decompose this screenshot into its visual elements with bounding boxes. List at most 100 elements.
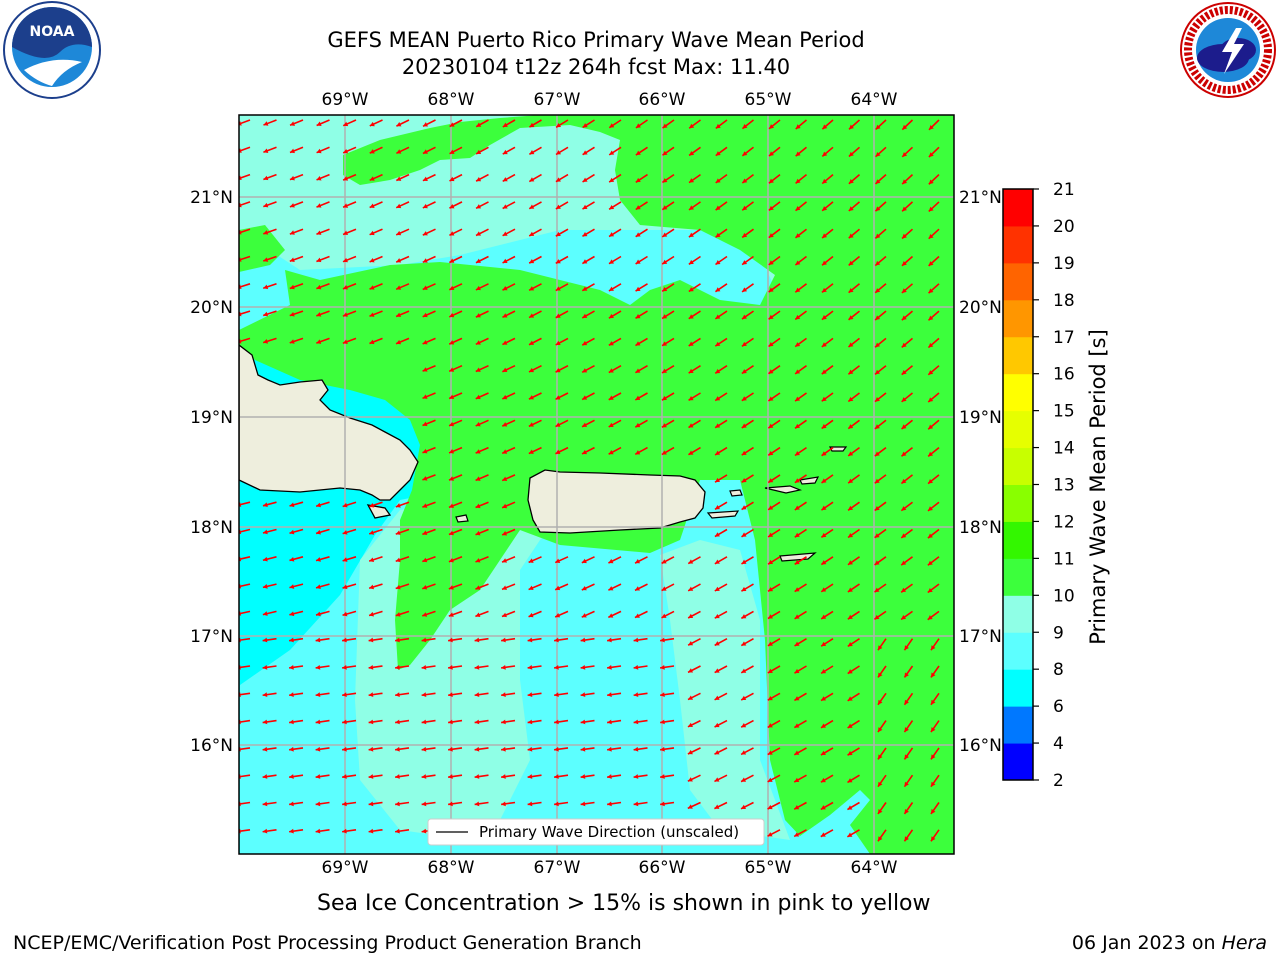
- wave-arrow: [661, 583, 675, 592]
- map-legend: Primary Wave Direction (unscaled): [427, 818, 765, 846]
- wave-arrow: [421, 637, 436, 643]
- land-virgin-islands: [764, 485, 803, 494]
- wave-arrow: [368, 746, 383, 752]
- lat-label-left: 19°N: [190, 408, 233, 428]
- wave-arrow: [660, 774, 675, 779]
- wave-arrow: [608, 119, 622, 129]
- wave-arrow: [874, 610, 887, 620]
- land-vieques: [706, 510, 740, 519]
- wave-arrow: [342, 501, 357, 508]
- wave-arrow: [687, 583, 701, 592]
- wave-arrow: [368, 692, 383, 698]
- wave-arrow: [315, 692, 330, 698]
- wave-arrow: [661, 283, 675, 292]
- lat-label-left: 20°N: [190, 298, 233, 318]
- wave-arrow: [527, 774, 542, 779]
- wave-arrow: [820, 665, 834, 675]
- wave-arrow: [262, 337, 277, 344]
- wave-arrow: [847, 556, 860, 566]
- wave-arrow: [315, 801, 330, 807]
- wave-arrow: [262, 746, 277, 752]
- wave-arrow: [740, 719, 754, 728]
- wave-arrow: [714, 719, 728, 728]
- lat-label-right: 16°N: [959, 736, 1002, 756]
- wave-arrow: [342, 692, 357, 698]
- wave-arrow: [820, 583, 834, 593]
- wave-arrow: [634, 446, 648, 456]
- wave-arrow: [635, 201, 648, 211]
- colorbar-segment: [1003, 336, 1033, 375]
- lat-labels-left: 21°N 20°N 19°N 18°N 17°N 16°N: [190, 188, 233, 756]
- wave-arrow: [847, 610, 860, 620]
- wave-arrow: [316, 310, 330, 317]
- wave-arrow: [740, 692, 754, 701]
- wave-arrow: [767, 774, 781, 783]
- wave-arrow: [741, 446, 754, 456]
- wave-arrow: [448, 337, 463, 345]
- wave-arrow: [342, 119, 357, 127]
- wave-arrow: [474, 637, 489, 643]
- colorbar-segment: [1003, 447, 1033, 485]
- wave-arrow: [342, 228, 357, 236]
- wave-arrow: [289, 828, 304, 834]
- wave-arrow: [847, 392, 860, 403]
- wave-arrow: [528, 201, 542, 210]
- wave-arrow: [554, 746, 569, 752]
- wave-arrow: [741, 255, 754, 266]
- land-hispaniola-sw: [366, 504, 392, 519]
- wave-arrow: [608, 283, 622, 292]
- wave-arrow: [422, 337, 436, 345]
- wave-arrow: [847, 501, 860, 511]
- wave-arrow: [927, 446, 940, 458]
- gridlines: [239, 115, 954, 854]
- wave-arrow: [903, 747, 914, 760]
- wave-arrow: [395, 556, 410, 563]
- lon-label-bottom: 68°W: [428, 858, 475, 878]
- wave-arrow: [581, 283, 595, 292]
- wave-arrow: [368, 774, 383, 779]
- wave-arrow: [821, 392, 834, 402]
- wave-arrow: [422, 119, 436, 128]
- wave-arrow: [315, 774, 330, 779]
- colorbar-tick-label: 16: [1053, 365, 1075, 385]
- wave-arrow: [448, 310, 463, 318]
- wave-arrow: [930, 829, 940, 842]
- wave-arrow: [289, 637, 304, 643]
- wave-arrow: [369, 228, 383, 236]
- wave-arrow: [900, 610, 913, 621]
- wave-arrow: [874, 556, 887, 566]
- wave-arrow: [395, 283, 410, 291]
- wave-arrow: [582, 201, 595, 210]
- wave-arrow: [368, 556, 383, 563]
- wave-arrow: [263, 146, 277, 154]
- wave-arrow: [342, 556, 357, 562]
- wave-arrow: [262, 801, 277, 807]
- wave-arrow: [580, 637, 595, 643]
- wave-arrow: [901, 174, 914, 185]
- wave-arrow: [927, 419, 940, 430]
- wave-arrow: [741, 201, 754, 211]
- wave-arrow: [501, 556, 516, 563]
- wave-arrow: [263, 228, 277, 235]
- wave-arrow: [714, 283, 728, 293]
- wave-arrow: [262, 528, 277, 535]
- wave-arrow: [289, 774, 304, 779]
- wave-arrow: [875, 174, 887, 185]
- wave-arrow: [877, 747, 887, 760]
- wave-arrow: [660, 637, 675, 643]
- wave-arrow: [768, 283, 781, 293]
- wave-arrow: [501, 637, 516, 643]
- colorbar-segment: [1003, 558, 1033, 596]
- wave-arrow: [687, 637, 701, 646]
- wave-arrow: [767, 719, 781, 729]
- wave-arrow: [688, 119, 701, 129]
- wave-arrow: [554, 556, 569, 564]
- wave-arrow: [502, 119, 516, 128]
- wave-arrow: [580, 692, 595, 698]
- wave-arrow: [342, 719, 357, 725]
- wave-arrow: [847, 719, 860, 729]
- wave-arrow: [847, 747, 860, 756]
- colorbar-segment: [1003, 669, 1033, 707]
- wave-arrow: [767, 692, 781, 701]
- wave-arrow: [741, 583, 754, 592]
